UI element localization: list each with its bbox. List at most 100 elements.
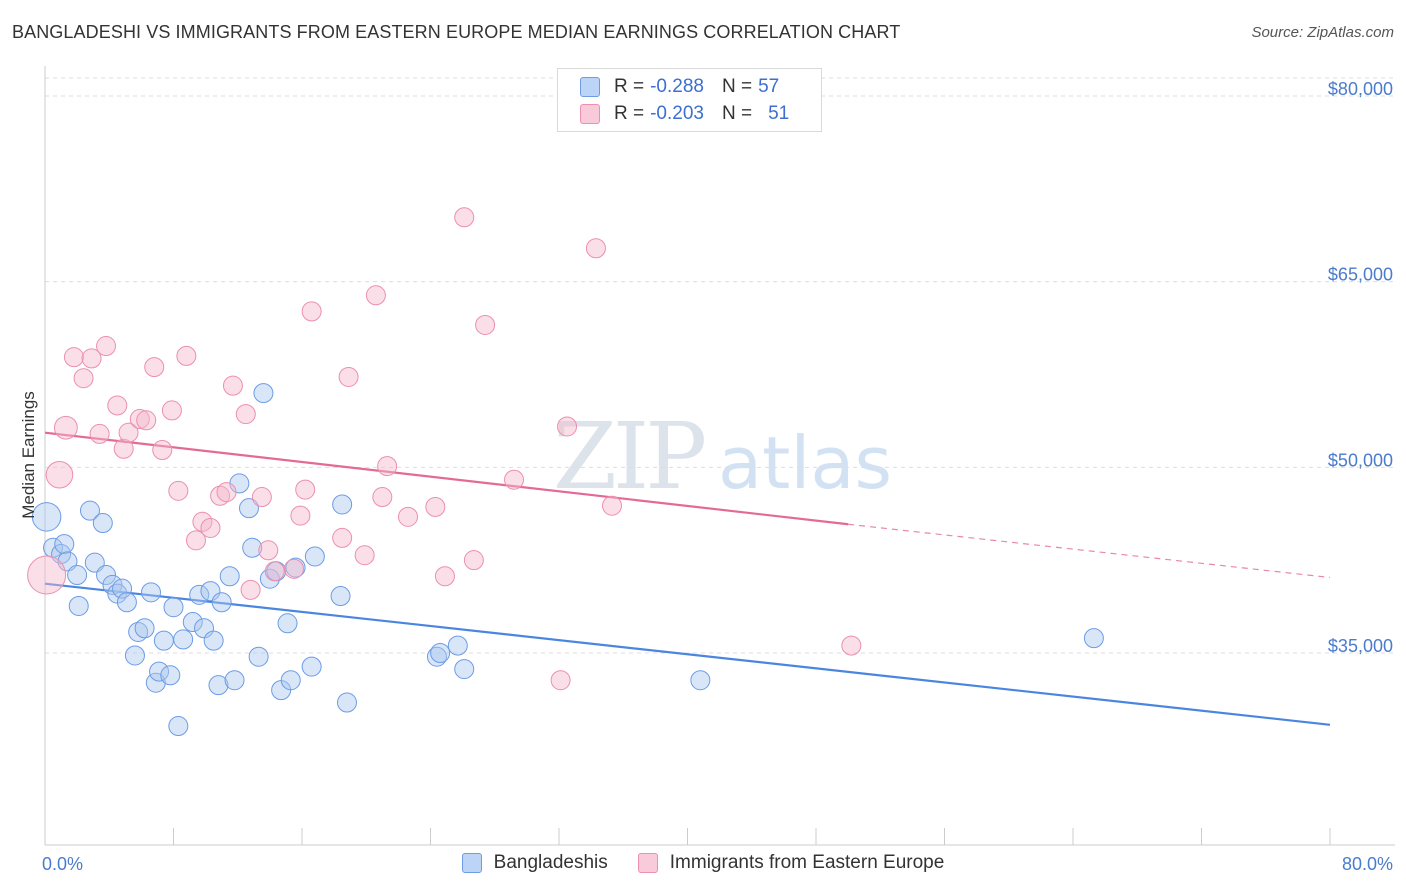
axes <box>44 66 1395 846</box>
data-point <box>258 540 279 561</box>
gridlines <box>45 77 1395 654</box>
data-point <box>124 645 145 666</box>
data-point <box>144 357 165 378</box>
data-point <box>251 487 272 508</box>
data-point <box>96 565 117 586</box>
data-point <box>27 555 67 595</box>
data-point <box>504 469 525 490</box>
data-point <box>330 586 351 607</box>
data-point <box>168 716 189 737</box>
legend-n-value: 57 <box>758 76 780 97</box>
data-point <box>128 621 149 642</box>
data-point <box>81 348 102 369</box>
legend-row-eastern-europe: R = -0.203 N = 51 <box>580 102 789 126</box>
axis-labels: $35,000 $50,000 $65,000 $80,000 0.0% 80.0% Med… <box>19 79 1393 874</box>
data-point <box>377 456 398 477</box>
series-legend-bangladeshis[interactable]: Bangladeshis <box>461 852 608 874</box>
data-point <box>113 438 134 459</box>
legend-n-label: N = <box>721 103 753 124</box>
legend-r-value: -0.203 <box>650 103 704 124</box>
data-point <box>301 656 322 677</box>
trend-line-extrapolated <box>848 523 1331 579</box>
data-point <box>57 551 78 572</box>
data-points <box>27 207 1104 737</box>
data-point <box>67 565 88 586</box>
data-point <box>160 665 181 686</box>
data-point <box>253 383 274 404</box>
data-point <box>332 494 353 515</box>
data-point <box>210 485 231 506</box>
data-point <box>182 612 203 633</box>
trend-line <box>44 582 1331 726</box>
series-swatch-pink <box>637 853 658 873</box>
data-point <box>283 558 304 579</box>
data-point <box>200 517 221 538</box>
data-point <box>203 630 224 651</box>
data-point <box>235 404 256 425</box>
data-point <box>841 635 862 656</box>
data-point <box>192 511 213 532</box>
data-point <box>290 505 311 526</box>
data-point <box>434 566 455 587</box>
data-point <box>372 487 393 508</box>
data-point <box>31 502 62 532</box>
data-point <box>238 498 259 519</box>
data-point <box>690 670 711 691</box>
data-point <box>248 646 269 667</box>
data-point <box>134 618 155 639</box>
y-tick-label: $50,000 <box>1328 450 1393 470</box>
y-tick-label: $80,000 <box>1328 79 1393 99</box>
chart-title: BANGLADESHI VS IMMIGRANTS FROM EASTERN E… <box>12 22 901 42</box>
data-point <box>176 345 197 366</box>
data-point <box>163 597 184 618</box>
data-point <box>136 410 157 431</box>
data-point <box>264 561 285 582</box>
trend-line <box>44 431 849 526</box>
data-point <box>365 285 386 306</box>
data-point <box>53 415 78 440</box>
data-point <box>224 670 245 691</box>
data-point <box>54 534 75 555</box>
data-point <box>304 546 325 567</box>
data-point <box>153 630 174 651</box>
data-point <box>216 482 237 503</box>
watermark: ZIP atlas <box>553 403 892 510</box>
data-point <box>63 347 84 368</box>
data-point <box>336 692 357 713</box>
data-point <box>354 545 375 566</box>
data-point <box>475 314 496 335</box>
source-label: Source: ZipAtlas.com <box>1251 24 1394 41</box>
data-point <box>168 480 189 501</box>
data-point <box>557 416 578 437</box>
data-point <box>222 375 243 396</box>
x-tick-label-min: 0.0% <box>42 854 83 874</box>
data-point <box>141 582 162 603</box>
series-legend-eastern-europe[interactable]: Immigrants from Eastern Europe <box>637 852 945 874</box>
data-point <box>208 675 229 696</box>
data-point <box>301 301 322 322</box>
data-point <box>118 422 139 443</box>
data-point <box>295 479 316 500</box>
data-point <box>211 592 232 613</box>
data-point <box>161 400 182 421</box>
correlation-legend: R = -0.288 N = 57 R = -0.203 N = 51 <box>557 68 822 132</box>
data-point <box>152 440 173 461</box>
data-point <box>277 613 298 634</box>
data-point <box>1083 628 1104 649</box>
data-point <box>96 336 117 357</box>
data-point <box>112 578 133 599</box>
series-label: Immigrants from Eastern Europe <box>669 852 945 873</box>
data-point <box>285 557 306 578</box>
watermark-zip: ZIP <box>553 403 704 510</box>
data-point <box>45 460 74 489</box>
data-point <box>398 506 419 527</box>
data-point <box>280 670 301 691</box>
x-tick-label-max: 80.0% <box>1342 854 1393 874</box>
series-label: Bangladeshis <box>493 852 608 873</box>
data-point <box>454 659 475 680</box>
y-tick-label: $65,000 <box>1328 265 1393 285</box>
data-point <box>73 368 94 389</box>
data-point <box>332 527 353 548</box>
legend-row-bangladeshis: R = -0.288 N = 57 <box>580 75 779 99</box>
